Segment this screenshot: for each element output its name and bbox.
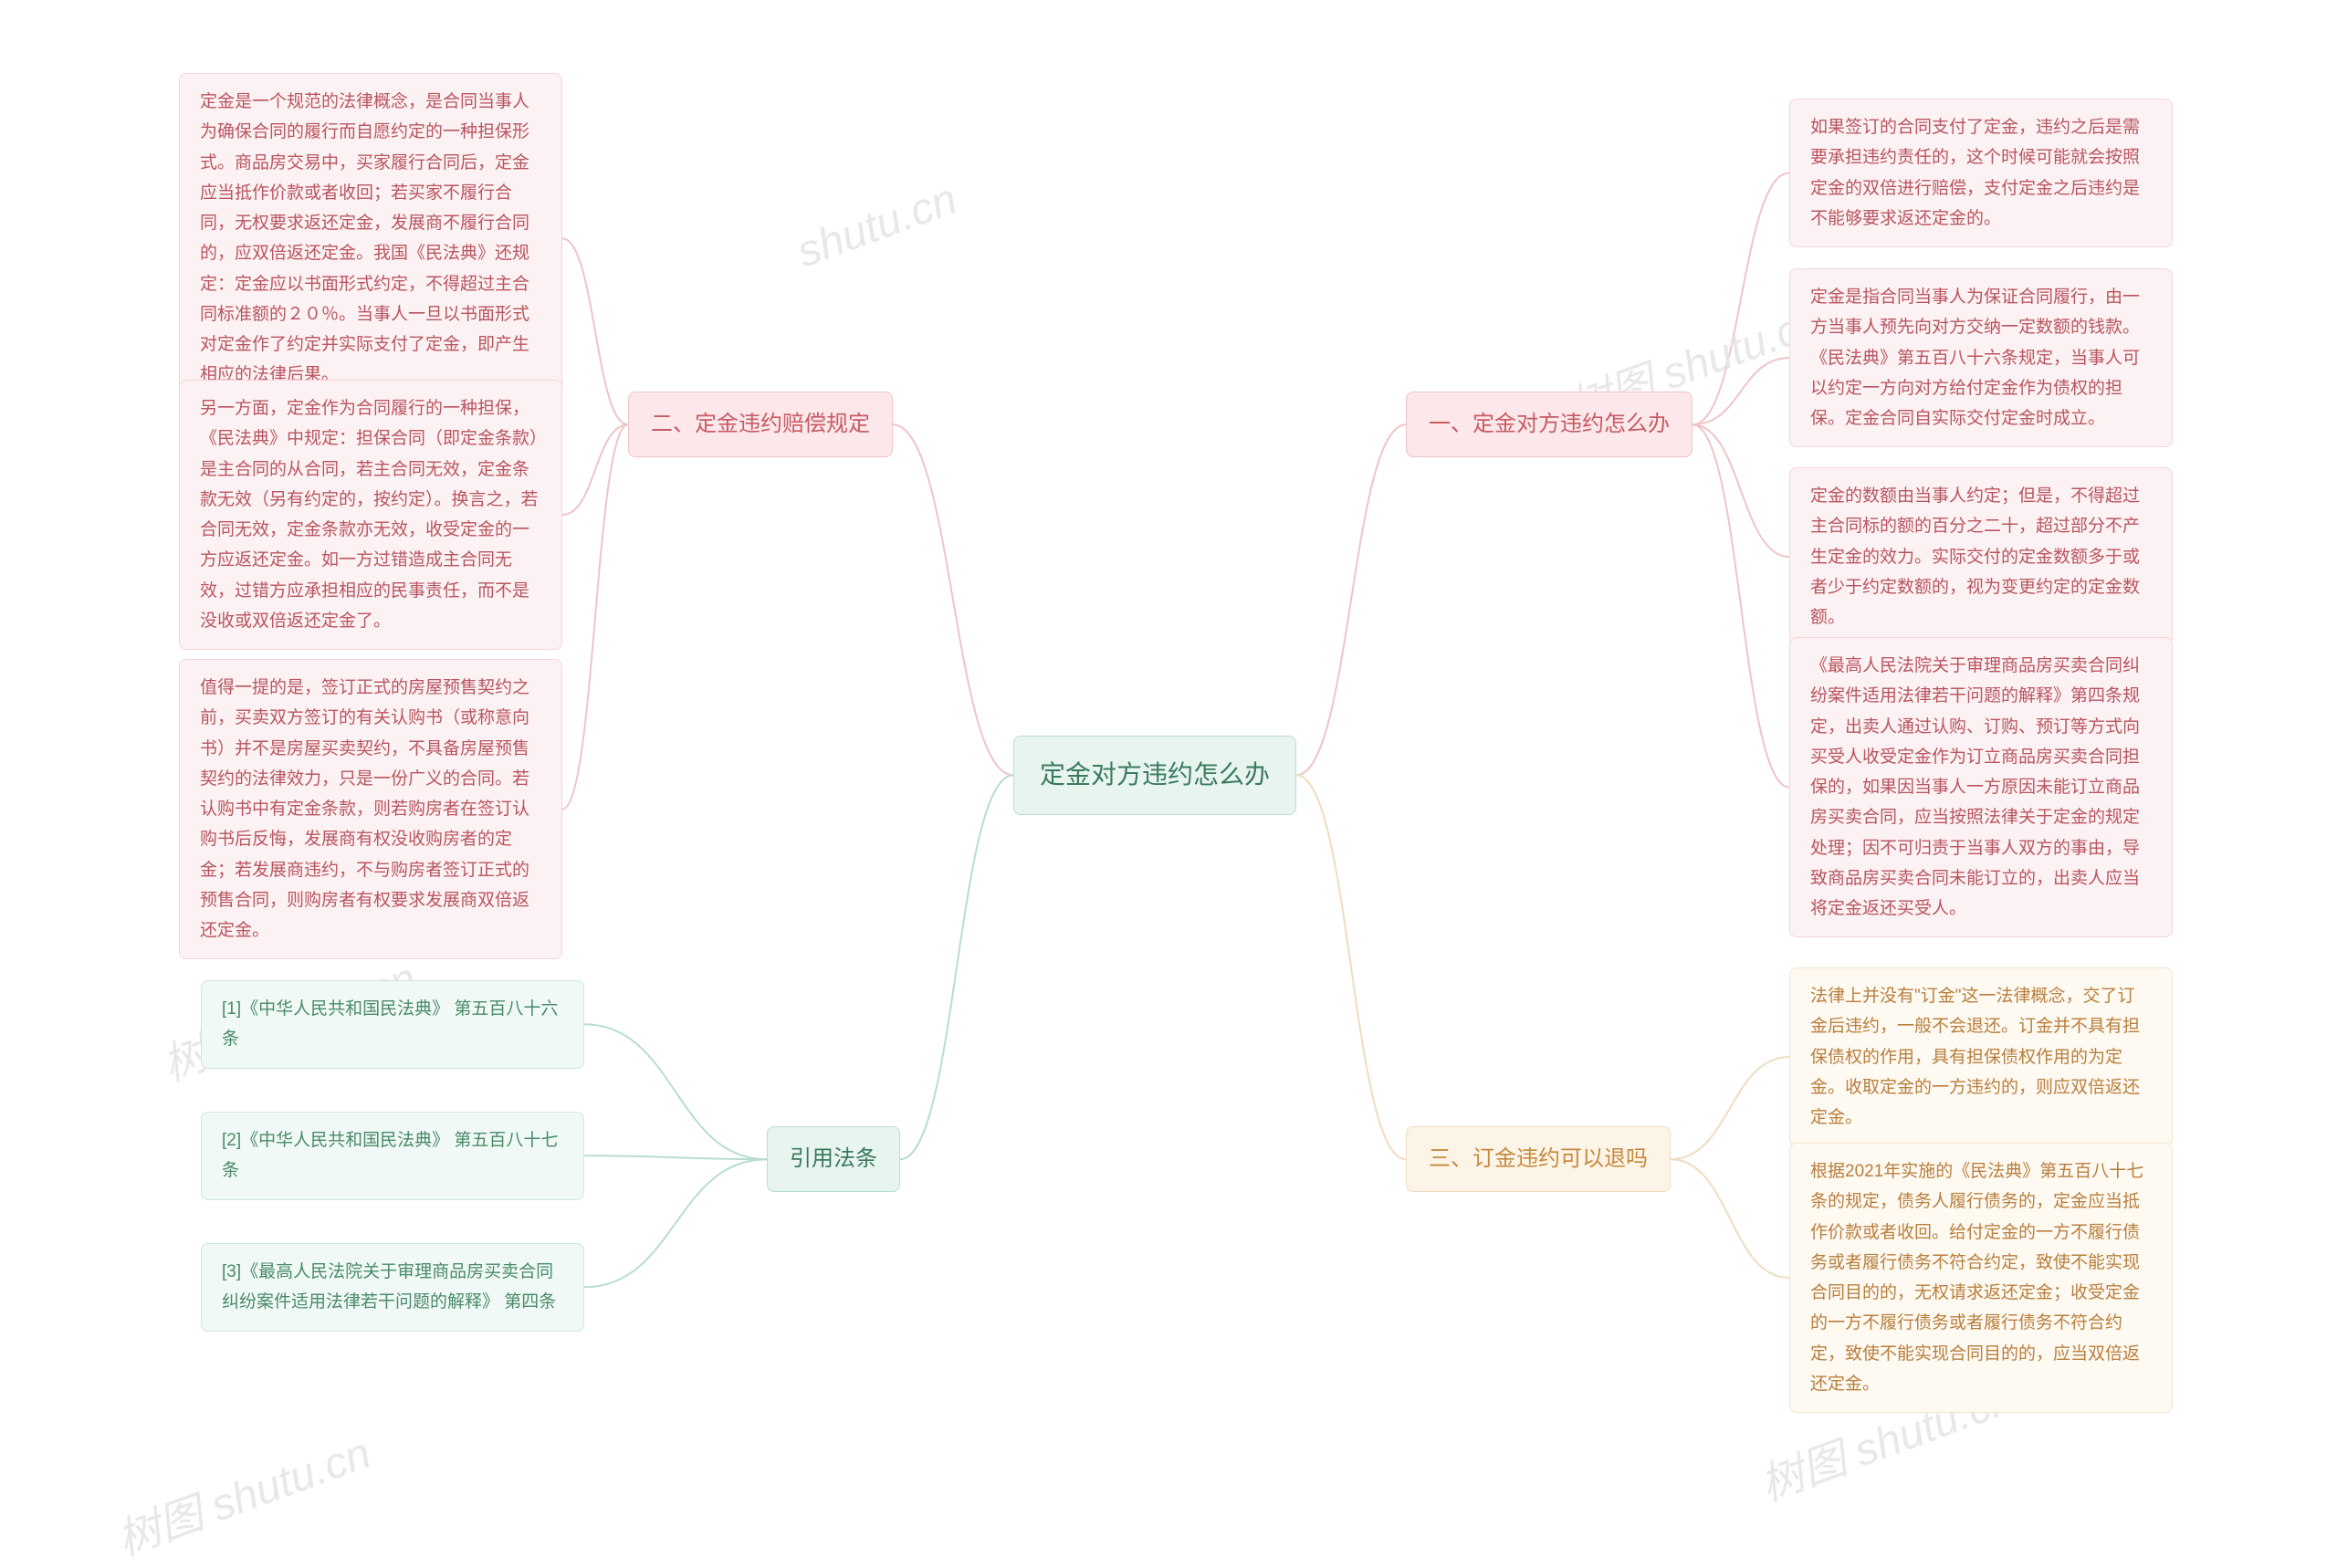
branch-node: 一、定金对方违约怎么办 <box>1406 392 1692 457</box>
leaf-node: 如果签订的合同支付了定金，违约之后是需要承担违约责任的，这个时候可能就会按照定金… <box>1789 99 2173 247</box>
watermark: shutu.cn <box>791 174 963 278</box>
leaf-node: 定金的数额由当事人约定；但是，不得超过主合同标的额的百分之二十，超过部分不产生定… <box>1789 467 2173 646</box>
leaf-node: [2]《中华人民共和国民法典》 第五百八十七条 <box>201 1112 584 1200</box>
branch-node: 引用法条 <box>767 1126 900 1192</box>
branch-node: 三、订金违约可以退吗 <box>1406 1126 1671 1192</box>
watermark: 树图 shutu.cn <box>107 1416 378 1567</box>
leaf-node: 值得一提的是，签订正式的房屋预售契约之前，买卖双方签订的有关认购书（或称意向书）… <box>179 659 562 959</box>
leaf-node: 定金是指合同当事人为保证合同履行，由一方当事人预先向对方交纳一定数额的钱款。《民… <box>1789 268 2173 447</box>
leaf-node: 定金是一个规范的法律概念，是合同当事人为确保合同的履行而自愿约定的一种担保形式。… <box>179 73 562 404</box>
root-node: 定金对方违约怎么办 <box>1013 736 1296 815</box>
branch-node: 二、定金违约赔偿规定 <box>628 392 893 457</box>
leaf-node: [3]《最高人民法院关于审理商品房买卖合同纠纷案件适用法律若干问题的解释》 第四… <box>201 1243 584 1332</box>
leaf-node: 另一方面，定金作为合同履行的一种担保，《民法典》中规定：担保合同（即定金条款）是… <box>179 380 562 650</box>
leaf-node: [1]《中华人民共和国民法典》 第五百八十六条 <box>201 980 584 1069</box>
leaf-node: 根据2021年实施的《民法典》第五百八十七条的规定，债务人履行债务的，定金应当抵… <box>1789 1143 2173 1413</box>
mindmap-container: shutu.cn树图 shutu.cn树图 shutu.cn树图 shutu.c… <box>0 0 2337 1537</box>
leaf-node: 法律上并没有"订金"这一法律概念，交了订金后违约，一般不会退还。订金并不具有担保… <box>1789 967 2173 1146</box>
leaf-node: 《最高人民法院关于审理商品房买卖合同纠纷案件适用法律若干问题的解释》第四条规定，… <box>1789 637 2173 937</box>
